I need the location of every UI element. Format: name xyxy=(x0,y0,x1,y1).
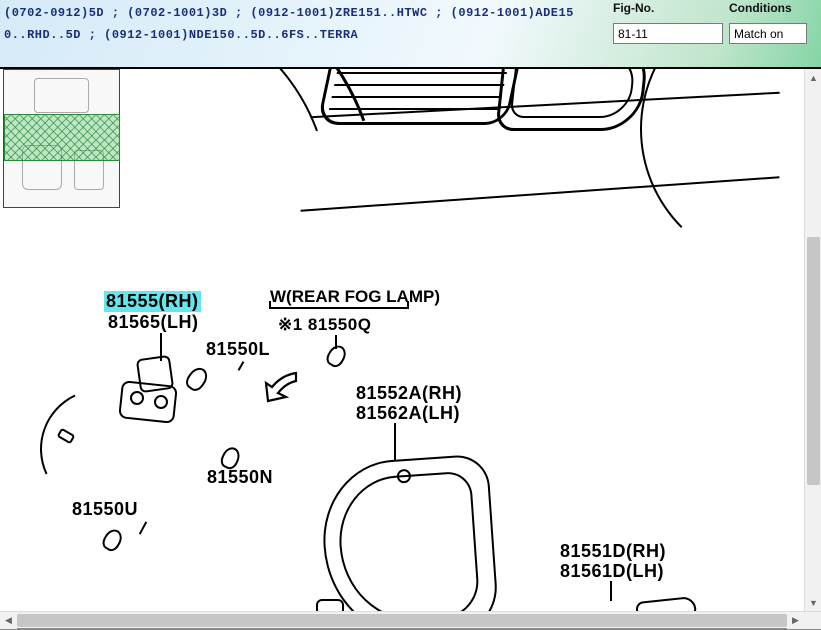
scroll-right-icon[interactable]: ▶ xyxy=(787,612,804,629)
conditions-column: Conditions xyxy=(729,0,821,67)
label-81562A: 81562A(LH) xyxy=(356,403,460,424)
diagram-canvas[interactable]: 81555(RH) 81565(LH) W(REAR FOG LAMP) ※1 … xyxy=(0,69,804,611)
label-81550N: 81550N xyxy=(207,467,273,488)
scroll-down-icon[interactable]: ▼ xyxy=(805,594,821,611)
lens-gasket xyxy=(318,453,500,611)
scroll-thumb[interactable] xyxy=(807,237,820,485)
minimap-sketch xyxy=(34,78,89,113)
conditions-input[interactable] xyxy=(729,23,807,44)
clip xyxy=(316,599,344,611)
label-81550L: 81550L xyxy=(206,339,270,360)
spec-codes-line2: 0..RHD..5D ; (0912-1001)NDE150..5D..6FS.… xyxy=(4,24,609,46)
note-underline xyxy=(270,307,408,309)
viewer-body: 81555(RH) 81565(LH) W(REAR FOG LAMP) ※1 … xyxy=(0,69,821,611)
leader xyxy=(335,335,337,349)
minimap[interactable] xyxy=(3,69,120,208)
vertical-scrollbar[interactable]: ▲ ▼ xyxy=(804,69,821,611)
body-curve xyxy=(640,69,804,269)
label-81555: 81555(RH) xyxy=(104,291,201,312)
clip xyxy=(635,596,697,611)
header-bar: (0702-0912)5D ; (0702-1001)3D ; (0912-10… xyxy=(0,0,821,67)
scroll-thumb[interactable] xyxy=(17,614,787,627)
leader xyxy=(160,333,162,361)
fog-lamp-note: W(REAR FOG LAMP) xyxy=(270,287,440,307)
minimap-viewport[interactable] xyxy=(4,114,120,161)
scroll-corner xyxy=(804,612,821,629)
spec-codes-line1: (0702-0912)5D ; (0702-1001)3D ; (0912-10… xyxy=(4,2,609,24)
grille xyxy=(317,69,524,125)
fig-no-input[interactable] xyxy=(613,23,723,44)
ref-note: ※1 81550Q xyxy=(278,315,371,335)
label-81561D: 81561D(LH) xyxy=(560,561,664,582)
bulb-81550U xyxy=(100,526,126,554)
leader xyxy=(394,423,396,461)
arrow-icon xyxy=(262,369,302,409)
label-81551D: 81551D(RH) xyxy=(560,541,666,562)
fig-no-column: Fig-No. xyxy=(613,0,729,67)
label-81565: 81565(LH) xyxy=(108,312,199,333)
spec-codes: (0702-0912)5D ; (0702-1001)3D ; (0912-10… xyxy=(0,0,613,67)
diagram-viewer: 81555(RH) 81565(LH) W(REAR FOG LAMP) ※1 … xyxy=(0,67,821,630)
leader xyxy=(610,581,612,601)
horizontal-scrollbar[interactable]: ◀ ▶ xyxy=(0,611,821,628)
conditions-label: Conditions xyxy=(729,1,821,23)
leader xyxy=(139,521,147,534)
scroll-up-icon[interactable]: ▲ xyxy=(805,69,821,86)
fig-no-label: Fig-No. xyxy=(613,1,729,23)
tail-light xyxy=(495,69,649,131)
scroll-left-icon[interactable]: ◀ xyxy=(0,612,17,629)
label-81552A: 81552A(RH) xyxy=(356,383,462,404)
